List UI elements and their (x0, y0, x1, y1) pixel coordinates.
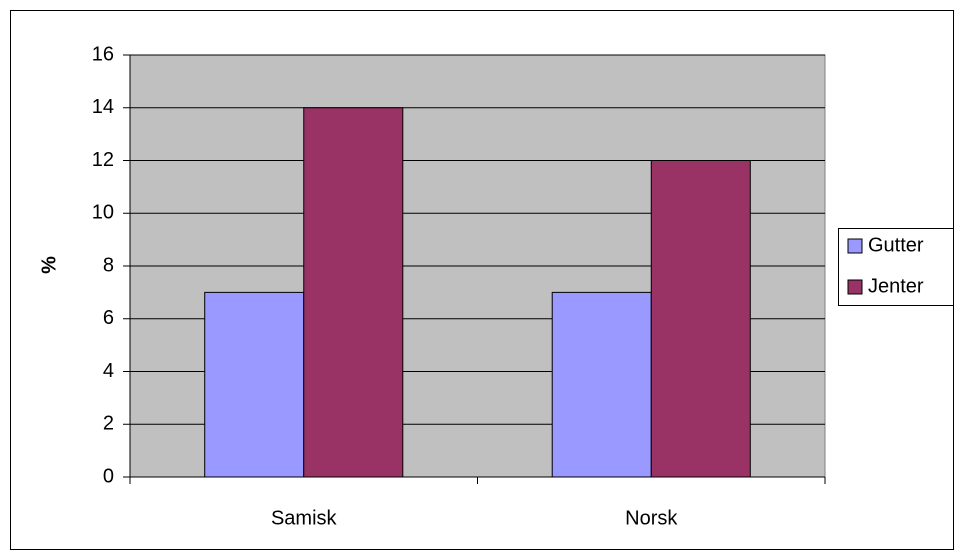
legend-label: Gutter (868, 234, 924, 256)
y-tick-label: 12 (92, 149, 114, 171)
y-axis-label: % (38, 256, 60, 274)
bar (204, 291, 305, 478)
y-tick-label: 0 (103, 465, 114, 487)
y-tick-label: 2 (103, 413, 114, 435)
x-tick-label: Norsk (625, 507, 678, 529)
y-tick-label: 16 (92, 43, 114, 65)
y-tick-label: 10 (92, 202, 114, 224)
bar (551, 291, 652, 478)
bar (303, 107, 404, 478)
x-tick-label: Samisk (271, 507, 338, 529)
legend-swatch (847, 279, 863, 295)
y-tick-label: 8 (103, 254, 114, 276)
y-tick-label: 4 (103, 360, 114, 382)
y-tick-label: 14 (92, 96, 114, 118)
bar (650, 160, 751, 478)
y-tick-label: 6 (103, 307, 114, 329)
legend-swatch (847, 238, 863, 254)
legend-label: Jenter (868, 275, 924, 297)
